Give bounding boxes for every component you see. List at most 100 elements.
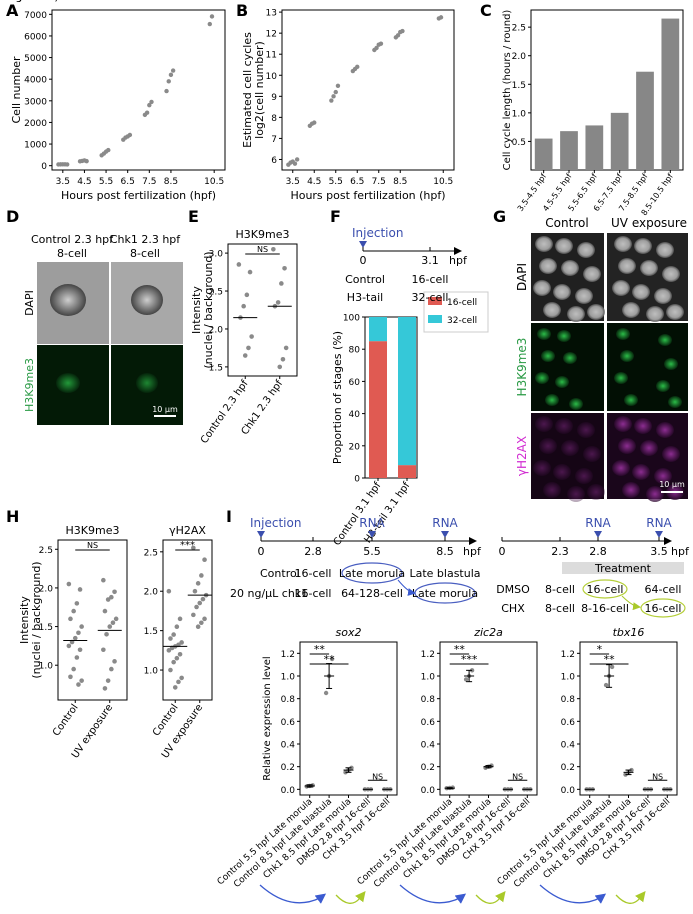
x-tick-label: 3.5 (286, 177, 300, 187)
dapi-nucleus (539, 258, 557, 274)
dapi-nucleus (634, 238, 652, 254)
x-tick-label: 4.5 (77, 177, 91, 187)
data-point (294, 157, 300, 162)
data-point (149, 99, 154, 105)
legend-swatch (428, 315, 442, 323)
dapi-nucleus (656, 242, 674, 258)
data-point (166, 648, 172, 653)
x-tick-label: 8.5 (164, 177, 178, 187)
y-tick-label: 0.8 (421, 695, 436, 705)
gh2ax-nucleus (587, 484, 605, 500)
g-scale-label: 10 μm (659, 480, 685, 489)
i-row2-name: 20 ng/μL chk1 (230, 587, 308, 600)
data-point (355, 64, 360, 70)
bar (636, 71, 654, 170)
bar (534, 138, 553, 170)
y-axis-label-2: log2(cell number) (253, 41, 266, 139)
i2-circle-16cell-2 (640, 598, 686, 618)
gh2ax-nucleus (612, 460, 630, 476)
significance-label: *** (461, 653, 478, 666)
x-tick-label: 4.5 (307, 177, 321, 187)
g-dapi-nuclei (533, 236, 684, 322)
data-point (195, 581, 201, 586)
i2-row1-s2: 16-cell (587, 583, 624, 596)
data-point (77, 587, 83, 592)
data-point (279, 281, 284, 286)
y-tick-label: 4000 (24, 76, 47, 86)
i2-tick-label-35: 3.5 (650, 545, 668, 558)
gh2ax-nucleus (656, 422, 674, 438)
h3k9me3-nucleus (563, 352, 577, 364)
gh2ax-nucleus (535, 416, 553, 432)
significance-label: ** (454, 643, 466, 656)
data-point (68, 674, 73, 680)
significance-label: ** (324, 653, 336, 666)
data-point (79, 678, 84, 683)
data-point (66, 581, 72, 587)
h3k9me3-nucleus (658, 334, 672, 346)
gh2ax-nucleus (561, 440, 579, 456)
d-row-label-h3k9me3: H3K9me3 (23, 358, 36, 412)
data-point (247, 269, 253, 275)
i-rna1-marker (368, 531, 376, 538)
data-point (174, 655, 180, 661)
chart-title: γH2AX (169, 524, 206, 537)
y-tick-label: 1.5 (512, 81, 526, 91)
g-row-label-dapi: DAPI (515, 263, 529, 291)
significance-label: ** (604, 653, 616, 666)
data-point (79, 624, 84, 629)
stacked-bar-segment (398, 465, 416, 478)
x-tick-label: 6.5 (121, 177, 135, 187)
y-axis-label: Cell number (10, 56, 23, 123)
y-tick-label: 0.8 (561, 695, 576, 705)
i-row2-s2: 64-128-cell (341, 587, 403, 600)
g-col-control: Control (545, 216, 588, 230)
g-row-label-h3k9me3: H3K9me3 (515, 338, 529, 397)
i2-rna1-marker (594, 531, 602, 538)
chart-b-cell-cycles: 6 7 8 9 10 11 12 13 3.5 4.5 5.5 6.5 7.5 8.5 10.5 Hours … (241, 9, 455, 202)
data-point (172, 685, 178, 690)
y-tick-label: 20 (349, 442, 361, 452)
f-injection-label: Injection (352, 226, 403, 240)
y-tick-label: 1.2 (421, 650, 435, 660)
dapi-nucleus (662, 266, 680, 282)
dapi-nucleus (567, 306, 585, 322)
data-point (244, 292, 250, 298)
f-row2-stage: 32-cell (412, 291, 449, 304)
data-point (127, 132, 133, 138)
data-point (463, 677, 469, 682)
dapi-nucleus (587, 304, 605, 320)
data-point (249, 334, 254, 339)
y-tick-label: 1000 (24, 141, 47, 151)
data-point (112, 659, 117, 664)
i2-row2-s3: 16-cell (645, 602, 682, 615)
gh2ax-nucleus (618, 438, 636, 454)
y-tick-label: 0.6 (281, 718, 296, 728)
gh2ax-nucleus (646, 486, 664, 502)
data-point (102, 686, 108, 691)
i2-treatment-bar (562, 562, 684, 574)
data-point (110, 620, 116, 626)
panel-letter-i: I (226, 507, 232, 526)
h3k9me3-nucleus (614, 372, 628, 384)
i2-rna1-label: RNA (585, 516, 611, 530)
plot-frame (162, 539, 213, 701)
y-tick-label: 1.5 (144, 627, 158, 637)
data-point (101, 577, 106, 583)
gh2ax-nucleus (583, 446, 601, 462)
data-point (310, 783, 315, 788)
i2-arrow-16cell (621, 595, 641, 611)
y-axis-label-2: (nuclei / background) (202, 251, 215, 368)
i-arrow-blue-tbx16 (539, 884, 607, 904)
gh2ax-nucleus (575, 468, 593, 484)
dapi-nucleus (646, 306, 664, 322)
i-circle-late-morula-1 (341, 562, 403, 584)
f-row1-stage: 16-cell (412, 273, 449, 286)
y-tick-label: 0.8 (281, 695, 296, 705)
data-point (335, 83, 341, 88)
significance-label: NS (372, 772, 383, 781)
y-tick-label: 40 (349, 410, 361, 420)
x-axis-label: Hours post fertilization (hpf) (290, 189, 445, 202)
dapi-nucleus (553, 284, 571, 300)
y-tick-label: 6000 (24, 32, 47, 42)
